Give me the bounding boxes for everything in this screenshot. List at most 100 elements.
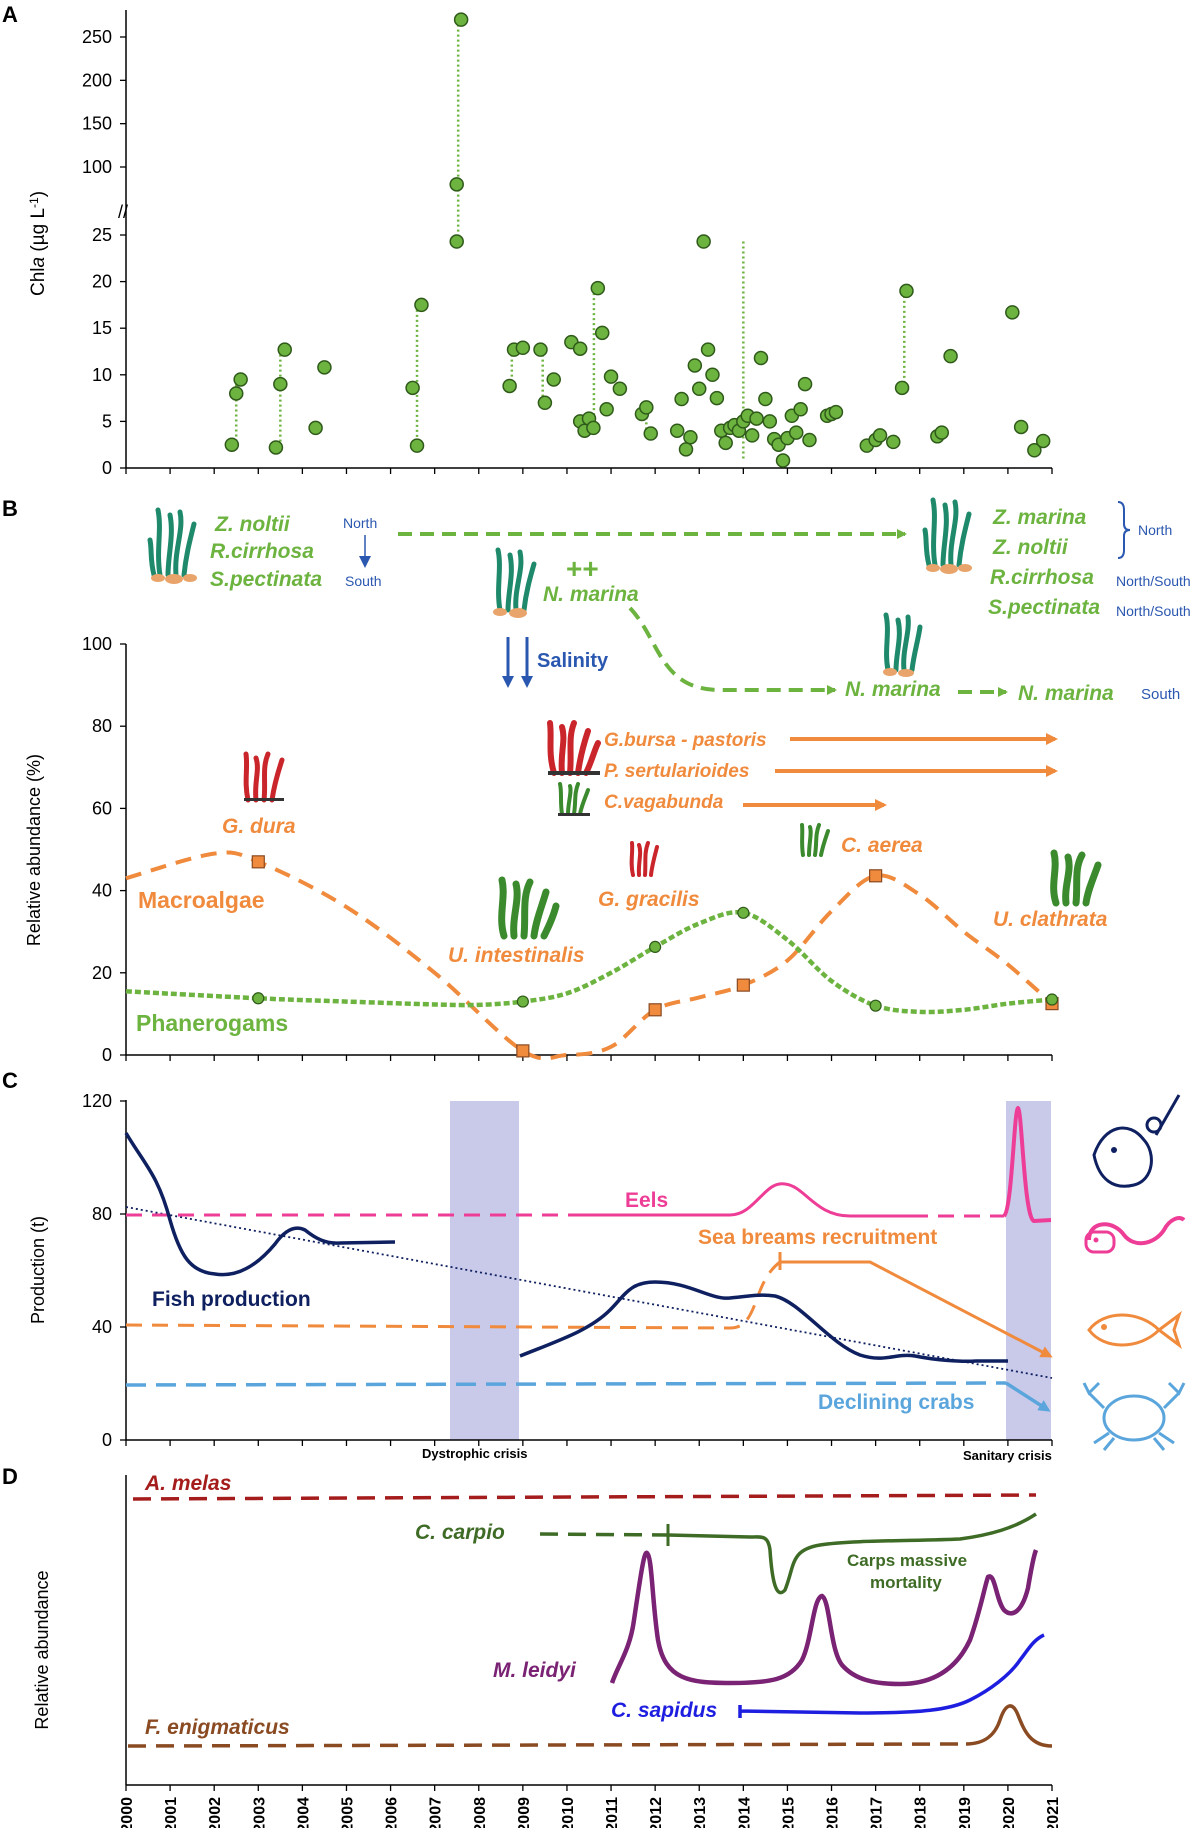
fish-icon bbox=[1092, 1094, 1181, 1188]
chla-point bbox=[643, 426, 658, 441]
label-c-carpio: C. carpio bbox=[415, 1521, 505, 1544]
species-g-dura: G. dura bbox=[222, 815, 296, 838]
legend-declining-crabs: Declining crabs bbox=[818, 1391, 974, 1414]
label-north-south-1: North/South bbox=[1116, 573, 1191, 589]
chla-point bbox=[572, 341, 588, 356]
x-tick-label: 2013 bbox=[692, 1797, 709, 1828]
chla-point bbox=[273, 376, 288, 392]
series-sea-breams bbox=[780, 1260, 1053, 1358]
y-tick-label: 10 bbox=[92, 365, 112, 385]
series-a-melas bbox=[132, 1493, 1037, 1501]
chla-point bbox=[872, 428, 888, 443]
series-f-enigmaticus-dashed bbox=[127, 1742, 967, 1748]
series-m-leidyi bbox=[609, 1549, 1039, 1687]
series-sea-breams-dashed bbox=[125, 1260, 781, 1330]
macroalgae-marker bbox=[648, 1003, 662, 1017]
legend-sea-breams: Sea breams recruitment bbox=[698, 1226, 937, 1249]
label-carps-mortality-1: Carps massive bbox=[847, 1551, 967, 1570]
phanerogams-marker bbox=[516, 995, 529, 1008]
chla-point bbox=[502, 378, 517, 394]
chla-point bbox=[691, 381, 707, 397]
label-a-melas: A. melas bbox=[144, 1472, 231, 1495]
chla-point bbox=[1027, 443, 1042, 458]
y-tick-label: 15 bbox=[92, 318, 112, 338]
green-algae-icon bbox=[558, 782, 590, 816]
chla-point bbox=[612, 381, 628, 397]
y-tick-label: 250 bbox=[82, 27, 112, 47]
species-z-marina: Z. marina bbox=[992, 506, 1087, 529]
legend-phanerogams: Phanerogams bbox=[136, 1010, 288, 1036]
series-fish-production-1 bbox=[124, 1132, 396, 1277]
chla-point bbox=[775, 453, 791, 468]
seagrass-icon bbox=[147, 507, 197, 584]
label-f-enigmaticus: F. enigmaticus bbox=[145, 1716, 290, 1739]
chla-point bbox=[749, 411, 764, 426]
label-c-sapidus: C. sapidus bbox=[611, 1699, 717, 1722]
species-n-marina-2: N. marina bbox=[845, 678, 941, 701]
chla-point bbox=[414, 297, 429, 313]
x-tick-label: 2004 bbox=[295, 1797, 312, 1828]
species-g-gracilis: G. gracilis bbox=[598, 888, 700, 911]
chla-point bbox=[409, 438, 425, 453]
species-z-noltii-right: Z. noltii bbox=[992, 536, 1069, 559]
x-tick-label: 2018 bbox=[913, 1797, 930, 1828]
y-tick-label: 0 bbox=[102, 458, 112, 478]
chla-point bbox=[515, 340, 531, 356]
label-salinity: Salinity bbox=[537, 650, 609, 672]
phanerogams-marker bbox=[1045, 993, 1059, 1006]
chla-point bbox=[546, 372, 561, 387]
species-n-marina-1: N. marina bbox=[543, 583, 639, 606]
species-u-clathrata: U. clathrata bbox=[993, 908, 1108, 931]
chla-point bbox=[533, 342, 548, 357]
green-algae-icon bbox=[1050, 849, 1102, 907]
species-s-pectinata-right: S.pectinata bbox=[988, 596, 1100, 619]
y-tick-label: 5 bbox=[102, 411, 112, 431]
label-m-leidyi: M. leidyi bbox=[493, 1659, 577, 1682]
x-tick-label: 2015 bbox=[780, 1797, 797, 1828]
axis-break-mark: // bbox=[118, 202, 128, 222]
y-tick-label: 200 bbox=[82, 70, 112, 90]
panel-b-y-label: Relative abundance (%) bbox=[24, 754, 44, 946]
chla-point bbox=[268, 440, 284, 455]
chla-point bbox=[599, 402, 614, 417]
chla-point bbox=[758, 391, 773, 407]
chla-point bbox=[744, 428, 760, 443]
y-tick-label: 20 bbox=[92, 963, 112, 983]
x-tick-label: 2005 bbox=[339, 1797, 356, 1828]
chla-point bbox=[537, 395, 553, 411]
chla-point bbox=[705, 367, 720, 383]
chla-point bbox=[793, 402, 808, 417]
y-tick-label: 100 bbox=[82, 634, 112, 654]
panel-letter-c: C bbox=[2, 1068, 18, 1093]
x-tick-label: 2001 bbox=[163, 1797, 180, 1828]
chla-point bbox=[639, 400, 654, 415]
x-tick-label: 2020 bbox=[1001, 1797, 1018, 1828]
label-north-right: North bbox=[1138, 522, 1172, 538]
chla-point bbox=[586, 420, 601, 436]
x-tick-label: 2019 bbox=[957, 1797, 974, 1828]
crab-icon bbox=[1082, 1381, 1186, 1451]
chla-point bbox=[233, 372, 248, 387]
chla-point bbox=[886, 434, 901, 450]
panel-d-y-label: Relative abundance bbox=[32, 1570, 52, 1729]
chla-point bbox=[678, 442, 694, 457]
chla-point bbox=[934, 425, 950, 440]
x-tick-label: 2012 bbox=[648, 1797, 665, 1828]
plus-plus: ++ bbox=[566, 553, 599, 584]
chla-point bbox=[718, 435, 733, 451]
panel-letter-b: B bbox=[2, 496, 18, 521]
chla-point bbox=[696, 234, 711, 249]
label-north-south-2: North/South bbox=[1116, 603, 1191, 619]
y-tick-label: 80 bbox=[92, 1204, 112, 1224]
y-tick-label: 25 bbox=[92, 225, 112, 245]
chla-point bbox=[674, 391, 689, 407]
series-c-carpio-dashed bbox=[539, 1532, 669, 1537]
chla-point bbox=[603, 369, 619, 384]
series-eels bbox=[578, 1182, 912, 1218]
y-tick-label: 60 bbox=[92, 798, 112, 818]
x-tick-label: 2008 bbox=[472, 1797, 489, 1828]
x-tick-label: 2014 bbox=[736, 1797, 753, 1828]
chla-point bbox=[797, 376, 813, 392]
x-tick-label: 2010 bbox=[560, 1797, 577, 1828]
